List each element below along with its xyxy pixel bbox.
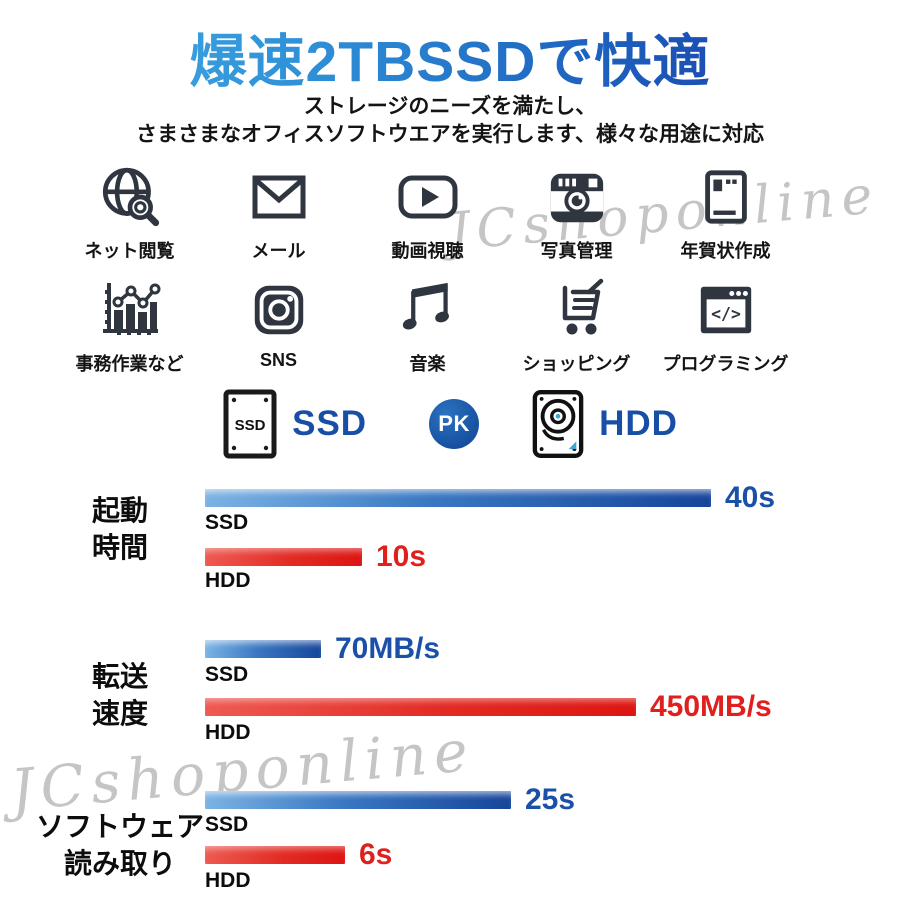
ssd-vs-hdd-legend: SSD SSD PK HDD <box>0 388 900 460</box>
ssd-bar-value: 40s <box>725 481 776 514</box>
ssd-bar <box>205 640 321 658</box>
hdd-bar <box>205 846 345 864</box>
use-case-label: 写真管理 <box>540 241 613 261</box>
use-case-label: メール <box>251 241 306 261</box>
ssd-bar-label: SSD <box>205 813 249 836</box>
chart-group-transfer-speed: 転送 速度 70MB/s SSD 450MB/s HDD <box>0 628 900 778</box>
hdd-drive-icon <box>531 389 585 459</box>
hdd-legend-label: HDD <box>599 404 678 443</box>
ssd-bar-value: 70MB/s <box>335 632 441 665</box>
use-case-sns: SNS <box>204 276 353 376</box>
ssd-legend-label: SSD <box>292 404 368 443</box>
ssd-bar-row: 40s <box>205 480 775 516</box>
code-window-icon: </> <box>695 276 757 344</box>
pk-badge-text: PK <box>438 411 470 436</box>
use-case-programming: </> プログラミング <box>651 276 800 376</box>
chart-group-boot-time: 起動 時間 40s SSD 10s HDD <box>0 480 900 630</box>
use-case-label: 事務作業など <box>75 354 184 374</box>
use-case-office-work: 事務作業など <box>55 276 204 376</box>
use-case-newyear-card: 年賀状作成 <box>651 163 800 263</box>
hdd-bar-row: 6s <box>205 837 392 873</box>
music-notes-icon <box>398 276 458 344</box>
use-case-label: ネット閲覧 <box>84 241 175 261</box>
use-case-label: SNS <box>259 350 297 370</box>
subtitle-line-1: ストレージのニーズを満たし、 <box>303 95 597 118</box>
instagram-icon <box>248 276 310 344</box>
hdd-bar-value: 6s <box>359 838 393 871</box>
use-case-label: プログラミング <box>662 354 789 374</box>
ssd-chip-text: SSD <box>235 417 266 434</box>
pk-versus-badge: PK <box>429 399 480 449</box>
chart-group-title: 転送 速度 <box>91 661 148 729</box>
hdd-bar-label: HDD <box>205 569 251 592</box>
hdd-bar-value: 450MB/s <box>650 690 772 723</box>
use-case-video: 動画視聴 <box>353 163 502 263</box>
retro-camera-icon <box>546 163 608 231</box>
use-case-label: 音楽 <box>409 354 446 374</box>
hdd-bar-label: HDD <box>205 721 251 744</box>
use-case-label: 動画視聴 <box>391 241 464 261</box>
chart-group-title: 起動 時間 <box>91 495 148 563</box>
subtitle-line-2: さまさまなオフィスソフトウエアを実行します、様々な用途に対応 <box>136 123 764 146</box>
use-case-row-2: 事務作業など SNS <box>55 276 800 376</box>
use-case-label: 年賀状作成 <box>680 241 771 261</box>
postcard-icon <box>695 163 757 231</box>
ssd-bar-label: SSD <box>205 663 249 686</box>
use-case-photos: 写真管理 <box>502 163 651 263</box>
ssd-bar <box>205 489 711 507</box>
shopping-cart-icon <box>545 276 609 344</box>
ssd-drive-icon: SSD <box>222 388 278 460</box>
use-case-shopping: ショッピング <box>502 276 651 376</box>
video-play-icon <box>396 163 460 231</box>
use-case-label: ショッピング <box>522 354 631 374</box>
use-case-music: 音楽 <box>353 276 502 376</box>
hdd-bar-row: 10s <box>205 539 426 575</box>
hdd-bar <box>205 698 636 716</box>
code-glyph: </> <box>711 305 741 324</box>
mail-envelope-icon <box>247 163 311 231</box>
chart-group-software-read: ソフトウェア 読み取り 25s SSD 6s HDD <box>0 780 900 900</box>
ssd-bar-label: SSD <box>205 511 249 534</box>
chart-group-title: ソフトウェア 読み取り <box>35 811 204 879</box>
ssd-bar-row: 25s <box>205 782 575 818</box>
bar-line-chart-icon <box>98 276 162 344</box>
hdd-bar-row: 450MB/s <box>205 689 772 725</box>
ssd-bar <box>205 791 511 809</box>
hdd-bar-label: HDD <box>205 869 251 892</box>
use-case-row-1: ネット閲覧 メール 動画視聴 <box>55 163 800 263</box>
globe-search-icon <box>97 163 163 231</box>
hdd-bar-value: 10s <box>376 540 427 573</box>
use-case-mail: メール <box>204 163 353 263</box>
use-case-net-browsing: ネット閲覧 <box>55 163 204 263</box>
hdd-bar <box>205 548 362 566</box>
ssd-bar-row: 70MB/s <box>205 631 440 667</box>
page-title: 爆速2TBSSDで快適 <box>0 16 900 98</box>
ssd-bar-value: 25s <box>525 783 576 816</box>
